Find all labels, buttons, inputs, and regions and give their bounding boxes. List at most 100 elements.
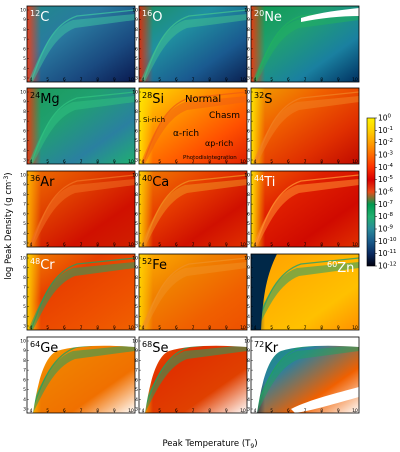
panel-label-ca: 40Ca	[142, 174, 169, 190]
heatmap-ridge	[29, 14, 135, 82]
y-tick-label: 10	[132, 90, 138, 96]
annotation-normal: Normal	[185, 94, 221, 105]
y-tick-label: 7	[23, 37, 26, 43]
x-tick-label: 5	[46, 159, 49, 165]
panel-label-fe: 52Fe	[142, 257, 167, 273]
x-tick-label: 10	[240, 77, 246, 83]
y-tick-label: 5	[135, 56, 138, 62]
x-tick-label: 8	[96, 325, 99, 331]
colorbar-tick-label: 10-11	[378, 249, 397, 258]
y-tick-label: 4	[247, 314, 250, 320]
x-tick-label: 6	[287, 77, 290, 83]
y-tick-label: 3	[23, 158, 26, 164]
heatmap-contour	[142, 91, 247, 164]
x-tick-label: 4	[30, 77, 33, 83]
x-tick-label: 6	[175, 242, 178, 248]
x-tick-label: 6	[63, 325, 66, 331]
y-tick-label: 7	[247, 119, 250, 125]
x-tick-label: 10	[240, 159, 246, 165]
x-tick-label: 5	[270, 408, 273, 414]
y-tick-label: 10	[20, 173, 26, 179]
x-tick-label: 6	[287, 325, 290, 331]
y-tick-label: 9	[135, 182, 138, 188]
x-tick-label: 6	[63, 242, 66, 248]
y-tick-label: 4	[247, 66, 250, 72]
y-tick-label: 8	[23, 27, 26, 33]
y-tick-label: 3	[135, 241, 138, 247]
y-tick-label: 3	[247, 76, 250, 82]
x-tick-label: 8	[320, 242, 323, 248]
no-data-region	[139, 337, 247, 413]
x-tick-label: 6	[63, 408, 66, 414]
x-tick-label: 10	[352, 77, 358, 83]
y-tick-label: 4	[247, 231, 250, 237]
y-tick-label: 8	[247, 275, 250, 281]
y-tick-label: 9	[135, 348, 138, 354]
y-tick-label: 6	[23, 46, 26, 52]
x-tick-label: 7	[80, 242, 83, 248]
x-tick-label: 6	[63, 77, 66, 83]
panel-label-mg: 24Mg	[30, 91, 60, 107]
x-tick-label: 7	[304, 242, 307, 248]
y-tick-label: 7	[247, 368, 250, 374]
x-tick-label: 8	[96, 242, 99, 248]
panel-label-zn: 60Zn	[327, 260, 354, 276]
y-tick-label: 7	[135, 202, 138, 208]
heatmap-contour	[254, 340, 359, 413]
y-tick-label: 4	[135, 397, 138, 403]
colorbar-tick-label: 10-2	[378, 138, 393, 147]
x-tick-label: 7	[80, 159, 83, 165]
x-tick-label: 5	[270, 159, 273, 165]
y-tick-label: 8	[135, 192, 138, 198]
colorbar-gradient	[366, 117, 376, 267]
x-tick-label: 10	[352, 242, 358, 248]
heatmap-contour	[142, 9, 247, 82]
y-tick-label: 8	[135, 27, 138, 33]
x-tick-label: 7	[192, 242, 195, 248]
y-tick-label: 8	[23, 109, 26, 115]
heatmap-ridge	[29, 96, 135, 164]
y-tick-label: 3	[23, 241, 26, 247]
heatmap-contour	[30, 91, 135, 164]
y-tick-label: 10	[20, 256, 26, 262]
y-tick-label: 6	[247, 377, 250, 383]
heatmap-contour	[254, 91, 359, 164]
x-tick-label: 9	[225, 159, 228, 165]
y-tick-label: 6	[135, 294, 138, 300]
x-tick-label: 5	[46, 408, 49, 414]
x-tick-label: 4	[254, 325, 257, 331]
y-tick-label: 5	[247, 304, 250, 310]
heatmap-ridge	[29, 179, 135, 247]
heatmap-ridge	[141, 262, 247, 330]
x-tick-label: 10	[128, 408, 134, 414]
y-tick-label: 8	[23, 275, 26, 281]
colorbar: 100 10-1 10-2 10-3 10-4 10-5 10-6 10-7 10-8 10-9 1…	[366, 114, 397, 271]
x-tick-label: 5	[158, 77, 161, 83]
y-tick-label: 5	[247, 221, 250, 227]
y-tick-label: 10	[244, 8, 250, 14]
x-tick-label: 8	[96, 159, 99, 165]
y-tick-label: 9	[23, 265, 26, 271]
y-tick-label: 7	[135, 285, 138, 291]
x-tick-label: 4	[254, 242, 257, 248]
y-tick-label: 7	[23, 285, 26, 291]
y-tick-label: 9	[135, 99, 138, 105]
x-tick-label: 4	[142, 408, 145, 414]
annotation-photodisintegration: Photodisintegration	[183, 155, 237, 161]
x-tick-label: 8	[208, 325, 211, 331]
x-tick-label: 4	[142, 325, 145, 331]
y-tick-label: 7	[23, 202, 26, 208]
y-tick-label: 10	[20, 90, 26, 96]
colorbar-tick-label: 10-7	[378, 200, 394, 209]
x-tick-label: 9	[337, 159, 340, 165]
y-tick-label: 5	[23, 304, 26, 310]
y-tick-label: 10	[20, 339, 26, 345]
heatmap-contour	[254, 174, 359, 247]
x-tick-label: 4	[30, 159, 33, 165]
x-tick-label: 10	[240, 408, 246, 414]
